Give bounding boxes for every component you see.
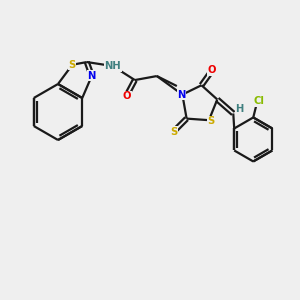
Text: H: H xyxy=(235,104,243,115)
Text: NH: NH xyxy=(104,61,121,71)
Text: N: N xyxy=(88,71,96,81)
Text: Cl: Cl xyxy=(254,97,265,106)
Text: N: N xyxy=(177,90,186,100)
Text: O: O xyxy=(123,91,131,101)
Text: S: S xyxy=(69,60,76,70)
Text: S: S xyxy=(207,116,214,126)
Text: S: S xyxy=(170,127,177,136)
Text: O: O xyxy=(207,65,216,75)
